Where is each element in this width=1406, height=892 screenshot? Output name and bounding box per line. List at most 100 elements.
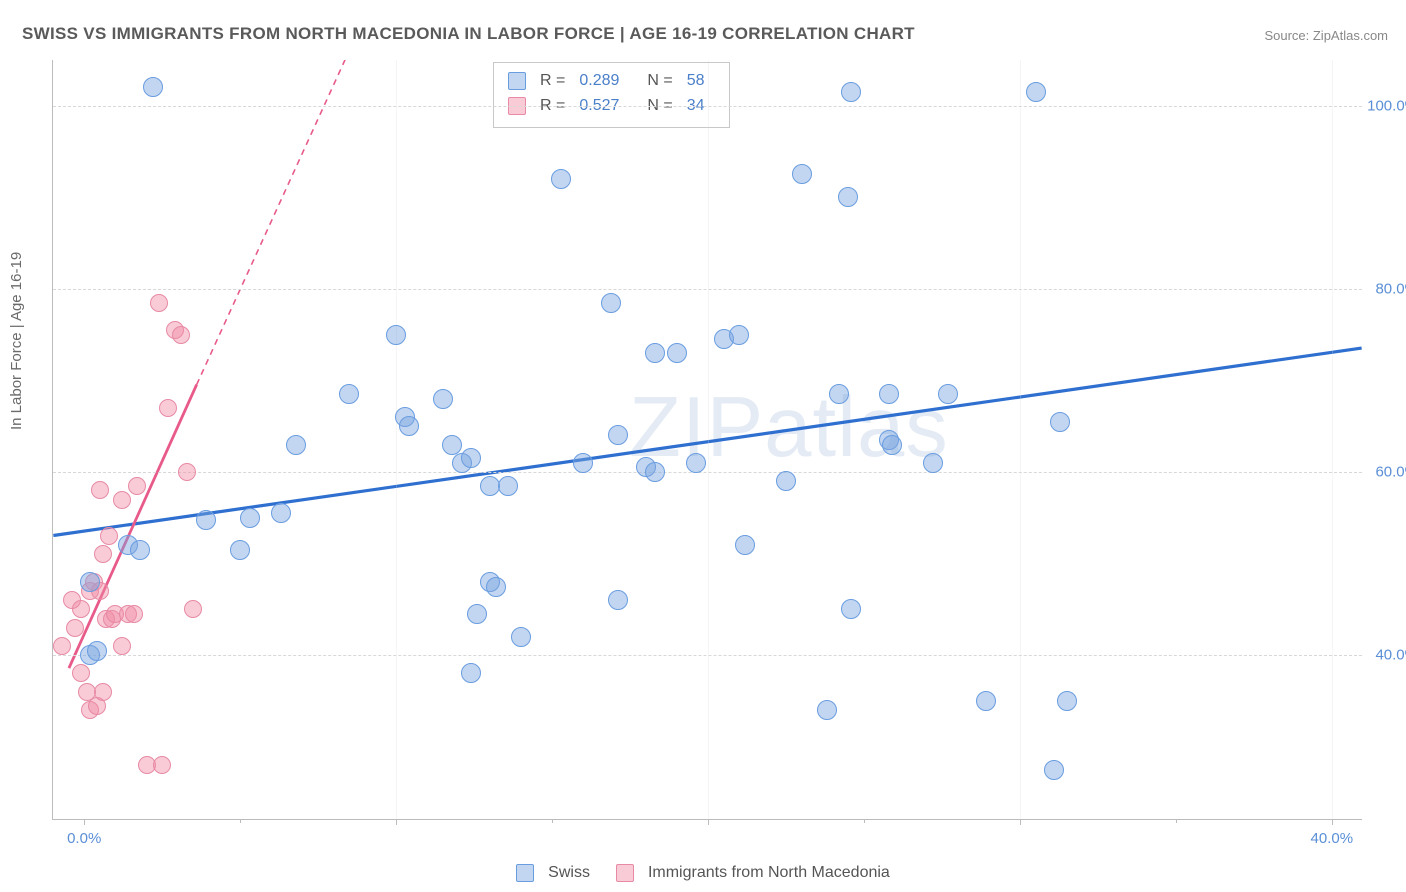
data-point-blue — [776, 471, 796, 491]
xtick-mark — [1020, 819, 1021, 825]
ytick-label: 80.0% — [1375, 280, 1406, 297]
data-point-blue — [573, 453, 593, 473]
data-point-pink — [91, 481, 109, 499]
legend-label-2: Immigrants from North Macedonia — [648, 864, 890, 882]
data-point-blue — [143, 77, 163, 97]
stats-box: R = 0.289 N = 58 R = 0.527 N = 34 — [493, 62, 730, 128]
watermark: ZIPatlas — [629, 379, 949, 477]
data-point-blue — [433, 389, 453, 409]
data-point-blue — [608, 425, 628, 445]
r-value-1: 0.289 — [579, 69, 619, 94]
n-value-1: 58 — [687, 69, 705, 94]
data-point-blue — [879, 384, 899, 404]
data-point-blue — [511, 627, 531, 647]
data-point-blue — [551, 169, 571, 189]
data-point-pink — [178, 463, 196, 481]
data-point-pink — [66, 619, 84, 637]
xtick-mark — [1176, 819, 1177, 823]
legend-item-macedonia: Immigrants from North Macedonia — [616, 864, 890, 882]
n-label: N = — [647, 69, 672, 94]
gridline-v — [1020, 60, 1021, 819]
xtick-mark — [1332, 819, 1333, 825]
data-point-pink — [53, 637, 71, 655]
data-point-blue — [601, 293, 621, 313]
source-label: Source: ZipAtlas.com — [1264, 28, 1388, 43]
data-point-blue — [645, 343, 665, 363]
data-point-blue — [339, 384, 359, 404]
data-point-blue — [938, 384, 958, 404]
data-point-blue — [1026, 82, 1046, 102]
swatch-blue — [508, 72, 526, 90]
data-point-blue — [645, 462, 665, 482]
data-point-blue — [386, 325, 406, 345]
data-point-blue — [240, 508, 260, 528]
data-point-blue — [667, 343, 687, 363]
xtick-mark — [396, 819, 397, 825]
data-point-blue — [841, 599, 861, 619]
data-point-blue — [196, 510, 216, 530]
y-axis-label: In Labor Force | Age 16-19 — [8, 252, 25, 430]
data-point-pink — [128, 477, 146, 495]
data-point-pink — [150, 294, 168, 312]
gridline-v — [1332, 60, 1333, 819]
r-label: R = — [540, 69, 565, 94]
data-point-blue — [923, 453, 943, 473]
ytick-label: 60.0% — [1375, 464, 1406, 481]
stats-row-1: R = 0.289 N = 58 — [508, 69, 711, 94]
data-point-blue — [480, 476, 500, 496]
data-point-blue — [792, 164, 812, 184]
data-point-pink — [94, 683, 112, 701]
data-point-pink — [172, 326, 190, 344]
gridline-v — [396, 60, 397, 819]
plot-area: ZIPatlas R = 0.289 N = 58 R = 0.527 N = … — [52, 60, 1362, 820]
data-point-pink — [94, 545, 112, 563]
legend-item-swiss: Swiss — [516, 864, 590, 882]
xtick-mark — [240, 819, 241, 823]
data-point-blue — [80, 572, 100, 592]
gridline-v — [708, 60, 709, 819]
xtick-label: 0.0% — [67, 830, 101, 847]
data-point-blue — [841, 82, 861, 102]
data-point-blue — [1044, 760, 1064, 780]
data-point-pink — [125, 605, 143, 623]
data-point-pink — [100, 527, 118, 545]
data-point-pink — [113, 637, 131, 655]
data-point-pink — [72, 664, 90, 682]
data-point-blue — [829, 384, 849, 404]
legend-swatch-pink — [616, 864, 634, 882]
chart-title: SWISS VS IMMIGRANTS FROM NORTH MACEDONIA… — [22, 24, 915, 44]
data-point-pink — [72, 600, 90, 618]
data-point-blue — [1057, 691, 1077, 711]
xtick-mark — [84, 819, 85, 825]
data-point-blue — [735, 535, 755, 555]
data-point-blue — [286, 435, 306, 455]
data-point-blue — [976, 691, 996, 711]
data-point-blue — [882, 435, 902, 455]
data-point-blue — [608, 590, 628, 610]
data-point-blue — [838, 187, 858, 207]
data-point-blue — [1050, 412, 1070, 432]
data-point-blue — [486, 577, 506, 597]
legend-swatch-blue — [516, 864, 534, 882]
data-point-blue — [271, 503, 291, 523]
ytick-label: 40.0% — [1375, 647, 1406, 664]
data-point-blue — [87, 641, 107, 661]
data-point-blue — [817, 700, 837, 720]
data-point-blue — [467, 604, 487, 624]
data-point-pink — [113, 491, 131, 509]
xtick-label: 40.0% — [1311, 830, 1354, 847]
data-point-blue — [130, 540, 150, 560]
data-point-blue — [498, 476, 518, 496]
data-point-blue — [686, 453, 706, 473]
xtick-mark — [864, 819, 865, 823]
xtick-mark — [552, 819, 553, 823]
data-point-pink — [159, 399, 177, 417]
data-point-blue — [461, 663, 481, 683]
ytick-label: 100.0% — [1367, 97, 1406, 114]
data-point-blue — [442, 435, 462, 455]
data-point-pink — [184, 600, 202, 618]
data-point-blue — [461, 448, 481, 468]
data-point-blue — [230, 540, 250, 560]
xtick-mark — [708, 819, 709, 825]
data-point-blue — [729, 325, 749, 345]
